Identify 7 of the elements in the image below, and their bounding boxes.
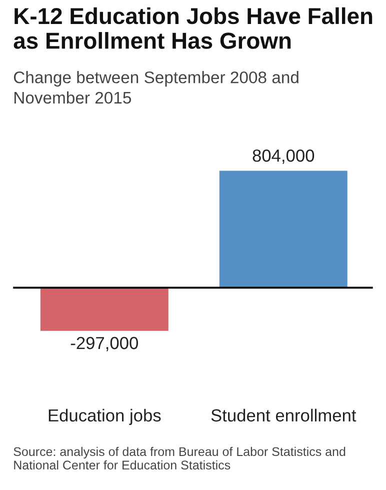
data-label: 804,000 <box>252 149 314 164</box>
source-note: Source: analysis of data from Bureau of Labor Statistics and National Center for Education Statistics <box>14 446 346 470</box>
x-tick-label: Student enrollment <box>211 408 356 422</box>
data-label: -297,000 <box>70 336 138 352</box>
x-tick-label: Education jobs <box>48 408 161 426</box>
chart-subtitle: Change between September 2008 and November 2015 <box>14 71 298 104</box>
chart-title: K-12 Education Jobs Have Fallen as Enrollment Has Grown <box>14 7 372 49</box>
